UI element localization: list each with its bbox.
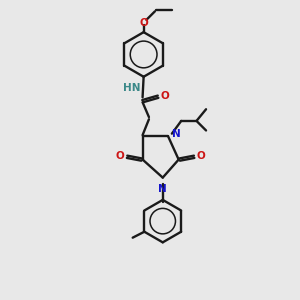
Text: N: N (172, 129, 181, 139)
Text: O: O (160, 91, 169, 101)
Text: N: N (158, 184, 167, 194)
Text: O: O (197, 152, 206, 161)
Text: HN: HN (123, 83, 141, 93)
Text: O: O (139, 18, 148, 28)
Text: O: O (116, 152, 124, 161)
